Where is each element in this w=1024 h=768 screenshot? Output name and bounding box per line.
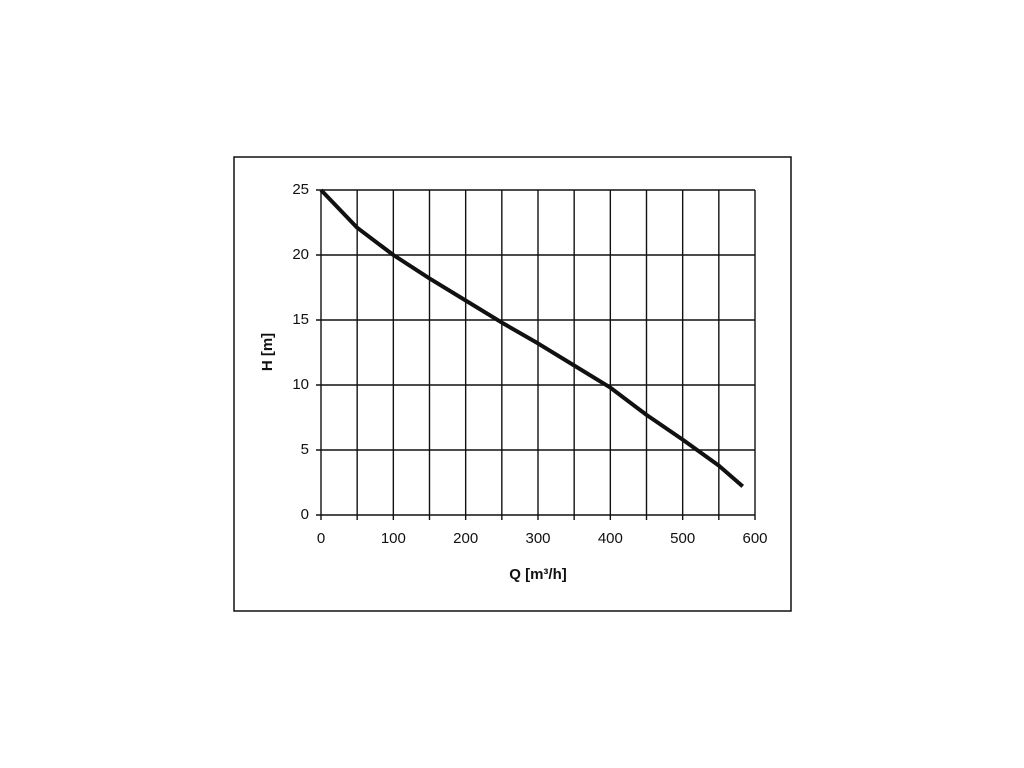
x-tick-label: 400 [598, 530, 623, 547]
x-tick-label: 100 [381, 530, 406, 547]
y-tick-label: 15 [292, 311, 309, 328]
x-axis-title: Q [m³/h] [509, 566, 567, 583]
data-line [319, 188, 745, 488]
x-tick-label: 300 [525, 530, 550, 547]
x-tick-label: 600 [742, 530, 767, 547]
x-tick-label: 200 [453, 530, 478, 547]
y-tick-label: 20 [292, 246, 309, 263]
y-axis-title: H [m] [259, 333, 276, 371]
x-tick-label: 500 [670, 530, 695, 547]
y-tick-label: 0 [301, 506, 309, 523]
x-tick-label: 0 [317, 530, 325, 547]
y-tick-label: 5 [301, 441, 309, 458]
chart-frame [233, 156, 792, 612]
y-tick-label: 10 [292, 376, 309, 393]
y-tick-label: 25 [292, 181, 309, 198]
